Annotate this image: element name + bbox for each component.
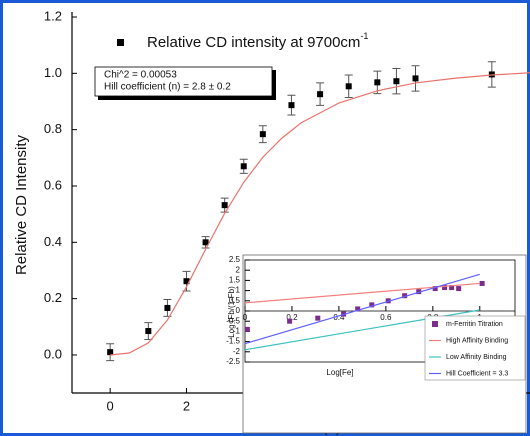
y-tick-label: 0.8 — [44, 121, 62, 136]
legend-label: Low Affinity Binding — [446, 354, 507, 361]
x-tick-label: 0 — [107, 398, 114, 413]
y-tick-label: 0.0 — [44, 346, 62, 361]
data-point — [317, 91, 324, 98]
y-tick-label: 0.4 — [44, 234, 62, 249]
y-tick-label: 1.5 — [229, 276, 241, 285]
data-point — [240, 163, 247, 170]
data-point — [107, 349, 114, 356]
data-point — [412, 75, 419, 82]
y-tick-label: 0.6 — [44, 177, 62, 192]
data-point — [432, 286, 438, 292]
y-tick-label: 2 — [236, 265, 241, 274]
data-point — [402, 293, 408, 299]
legend-label: Relative CD intensity at 9700cm — [147, 34, 360, 51]
y-tick-label: -0.5 — [226, 316, 240, 325]
y-tick-label: 0.5 — [229, 296, 241, 305]
annotation: Hill coefficient (n) = 2.8 ± 0.2 — [104, 82, 231, 93]
data-point — [416, 289, 422, 295]
data-point — [288, 102, 295, 109]
y-axis-label: Relative CD Intensity — [13, 134, 30, 275]
annotation-box — [94, 66, 273, 97]
y-tick-label: 1 — [236, 286, 241, 295]
data-point — [259, 131, 266, 138]
fit-line — [110, 72, 530, 356]
data-point — [244, 326, 250, 332]
data-point — [315, 315, 321, 321]
data-point — [369, 302, 375, 308]
legend-superscript: -1 — [360, 31, 368, 41]
y-tick-label: -2 — [233, 347, 241, 356]
data-point — [202, 239, 209, 246]
y-axis-label: Log (Fb/(1-Fb) — [227, 286, 236, 338]
data-point — [374, 79, 381, 86]
data-point — [345, 83, 352, 90]
data-point — [449, 285, 455, 291]
data-point — [145, 328, 152, 335]
legend-marker — [117, 39, 124, 46]
annotation: Chi^2 = 0.00053 — [104, 70, 177, 81]
y-tick-label: 0.2 — [44, 290, 62, 305]
data-point — [355, 306, 361, 312]
y-tick-label: -1 — [233, 327, 241, 336]
x-axis-label: Log[Fe] — [326, 368, 353, 377]
y-tick-label: -1.5 — [226, 337, 240, 346]
x-tick-label: 2 — [183, 398, 190, 413]
data-point — [479, 280, 485, 286]
y-tick-label: 1.0 — [44, 65, 62, 80]
data-point — [221, 202, 228, 209]
x-tick-label: 0.2 — [286, 313, 298, 322]
data-point — [442, 285, 448, 291]
legend-label: Relative CD intensity at 9700cm-1 — [147, 31, 368, 51]
x-tick-label: 0.4 — [333, 313, 345, 322]
x-tick-label: 0.6 — [380, 313, 392, 322]
data-point — [393, 78, 400, 85]
data-point — [287, 318, 293, 324]
legend-marker — [432, 321, 438, 327]
y-tick-label: 2.5 — [229, 255, 241, 264]
legend-box — [424, 315, 526, 381]
legend-label: Hill Coefficient = 3.3 — [446, 370, 508, 377]
fit-line — [244, 282, 480, 304]
x-tick-label: 0 — [243, 313, 248, 322]
data-point — [183, 278, 190, 285]
y-tick-label: -2.5 — [226, 357, 240, 366]
fit-line — [244, 273, 480, 345]
y-tick-label: 1.2 — [44, 8, 62, 23]
legend-label: m-Ferritin Titration — [446, 321, 503, 328]
legend-label: High Affinity Binding — [446, 337, 508, 344]
data-point — [164, 304, 171, 311]
y-tick-label: 0 — [236, 306, 241, 315]
data-point — [456, 286, 462, 292]
